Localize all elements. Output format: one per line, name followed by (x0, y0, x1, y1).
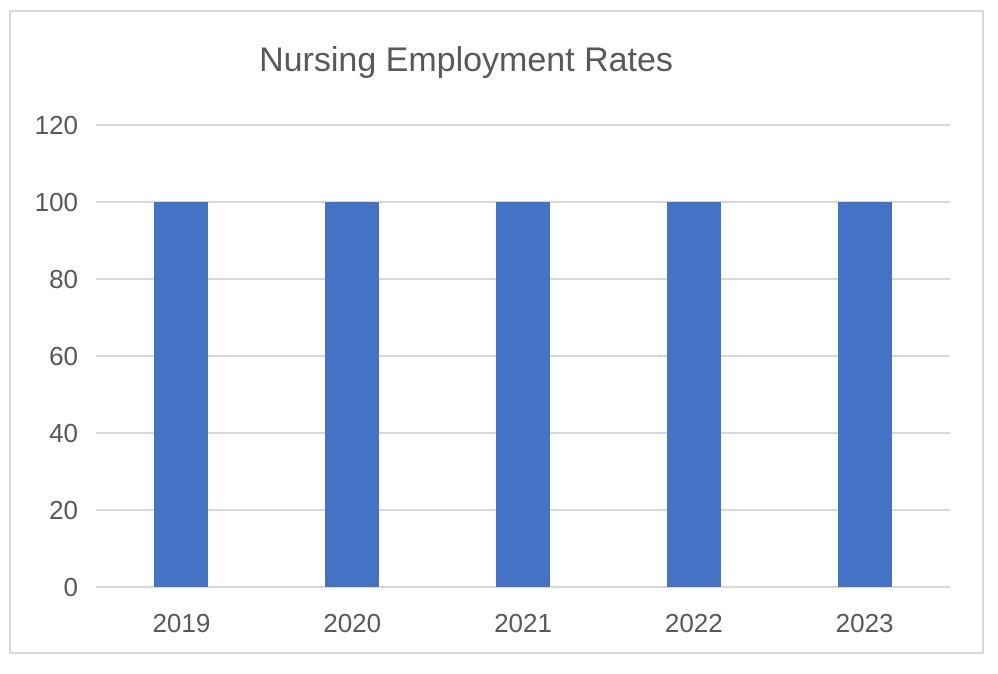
y-axis-tick-label: 60 (49, 341, 78, 371)
y-axis-tick-label: 120 (34, 110, 78, 140)
bar-2023 (837, 202, 892, 587)
x-axis-line (96, 586, 950, 588)
bar-2020 (325, 202, 380, 587)
y-axis-tick-label: 0 (63, 572, 78, 602)
y-axis-tick-label: 80 (49, 264, 78, 294)
y-axis-tick-label: 20 (49, 495, 78, 525)
x-axis-tick-label: 2022 (664, 608, 723, 638)
x-axis-tick-label: 2021 (494, 608, 552, 638)
x-axis-tick-label: 2020 (323, 608, 382, 638)
x-axis-tick-label: 2023 (835, 608, 894, 638)
gridline (96, 124, 950, 126)
bar-2021 (496, 202, 550, 587)
bar-2022 (666, 202, 721, 587)
chart-title: Nursing Employment Rates (259, 41, 673, 79)
y-axis-tick-label: 40 (49, 418, 78, 448)
bar-2019 (154, 202, 209, 587)
y-axis-tick-label: 100 (34, 187, 78, 217)
x-axis-tick-label: 2019 (152, 608, 211, 638)
